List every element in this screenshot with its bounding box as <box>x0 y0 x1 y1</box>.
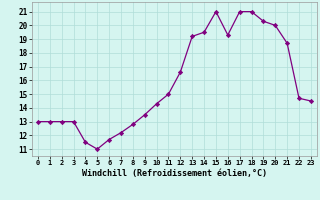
X-axis label: Windchill (Refroidissement éolien,°C): Windchill (Refroidissement éolien,°C) <box>82 169 267 178</box>
